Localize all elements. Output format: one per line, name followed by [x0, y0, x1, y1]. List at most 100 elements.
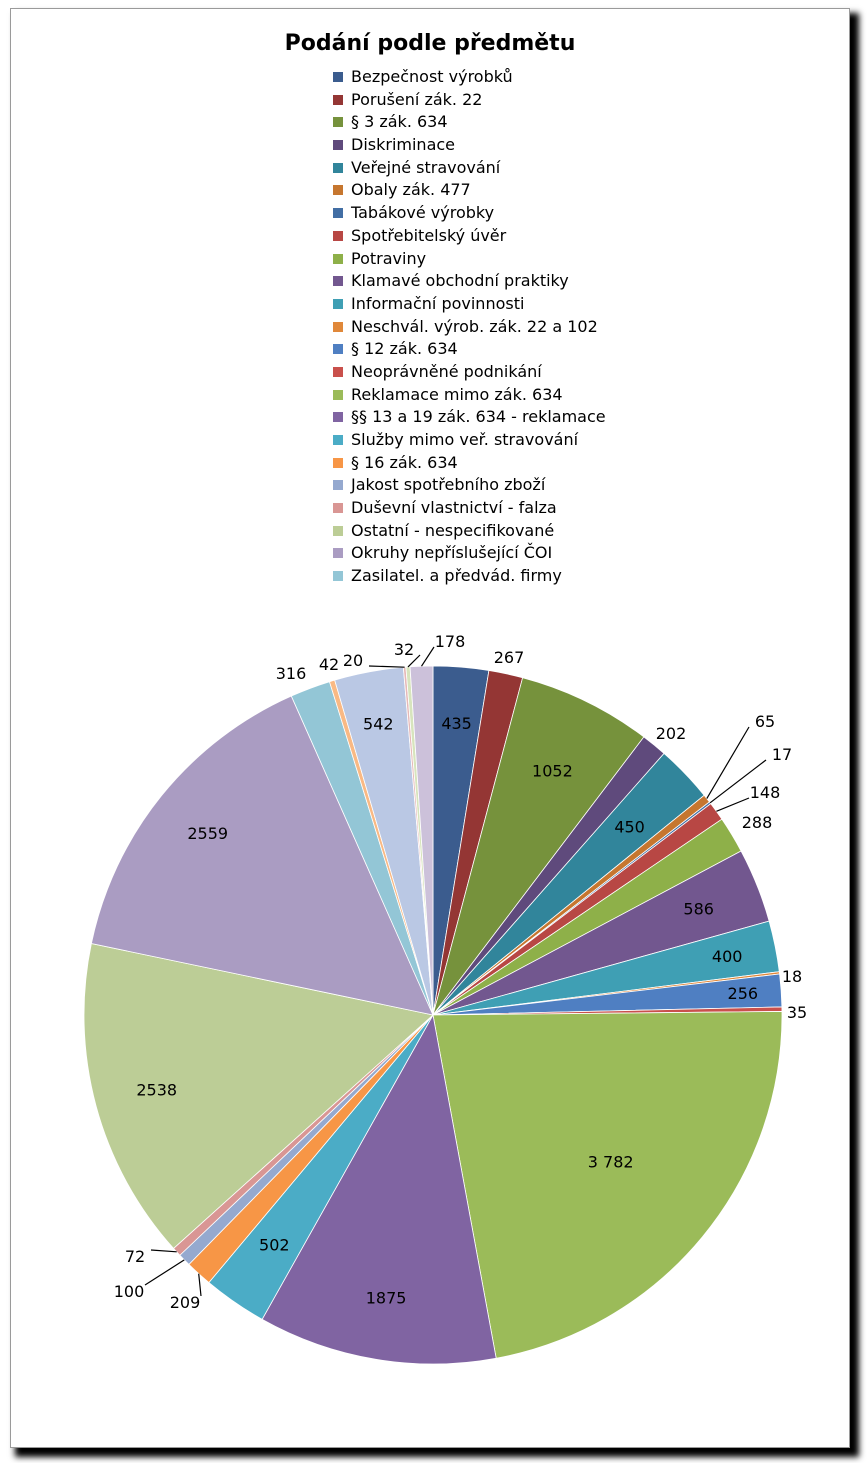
data-label: 450: [614, 818, 645, 837]
legend-label: § 12 zák. 634: [351, 339, 458, 359]
data-label: 202: [656, 724, 687, 743]
data-label: 267: [494, 648, 525, 667]
pie-slice: [261, 1013, 497, 1365]
legend-swatch: [333, 366, 343, 377]
legend-item: Ostatní - nespecifikované: [333, 520, 606, 543]
legend-label: Tabákové výrobky: [351, 203, 495, 223]
legend-item: Služby mimo veř. stravování: [333, 429, 606, 452]
legend-label: Služby mimo veř. stravování: [351, 430, 579, 449]
legend-swatch: [333, 253, 343, 264]
legend-label: Ostatní - nespecifikované: [351, 520, 555, 540]
pie-slice: [90, 695, 434, 1016]
legend-item: Okruhy nepříslušející ČOI: [333, 542, 606, 565]
legend-item: Bezpečnost výrobků: [333, 66, 606, 89]
legend-label: Obaly zák. 477: [351, 180, 471, 200]
legend-swatch: [333, 140, 343, 151]
legend-item: Tabákové výrobky: [333, 202, 606, 225]
legend-label: §§ 13 a 19 zák. 634 - reklamace: [351, 407, 606, 427]
legend-label: Veřejné stravování: [351, 157, 501, 177]
legend-swatch: [333, 525, 343, 536]
legend-item: Obaly zák. 477: [333, 179, 606, 202]
legend-label: Okruhy nepříslušející ČOI: [351, 543, 553, 563]
legend-item: Potraviny: [333, 248, 606, 271]
legend-item: Klamavé obchodní praktiky: [333, 270, 606, 293]
data-label: 20: [343, 651, 363, 670]
pie-slice: [432, 1011, 783, 1359]
legend: Bezpečnost výrobků Porušení zák. 22 § 3 zá…: [333, 66, 606, 588]
leader-line: [716, 797, 750, 812]
data-label: 1052: [532, 761, 573, 780]
data-label: 72: [125, 1247, 145, 1266]
legend-swatch: [333, 276, 343, 287]
legend-swatch: [333, 117, 343, 128]
legend-label: Bezpečnost výrobků: [351, 67, 513, 86]
data-label: 3 782: [588, 1153, 634, 1172]
legend-label: Diskriminace: [351, 135, 456, 155]
data-label: 17: [772, 745, 792, 764]
legend-swatch: [333, 435, 343, 445]
legend-label: Informační povinnosti: [351, 293, 525, 313]
legend-item: § 16 zák. 634: [333, 452, 606, 475]
data-label: 316: [276, 664, 307, 683]
data-label: 178: [435, 632, 466, 651]
pie-slice: [83, 943, 434, 1249]
legend-label: Duševní vlastnictví - falza: [351, 498, 557, 518]
legend-swatch: [333, 480, 343, 491]
legend-swatch: [333, 389, 343, 400]
legend-item: Reklamace mimo zák. 634: [333, 384, 606, 407]
legend-swatch: [333, 548, 343, 559]
legend-item: Diskriminace: [333, 134, 606, 157]
legend-item: § 12 zák. 634: [333, 338, 606, 361]
leader-line: [709, 759, 767, 804]
leader-line: [150, 1249, 177, 1253]
legend-swatch: [333, 503, 343, 514]
data-label: 209: [170, 1293, 201, 1312]
legend-label: Spotřebitelský úvěr: [351, 225, 507, 245]
data-label: 32: [394, 640, 414, 659]
legend-swatch: [333, 344, 343, 355]
data-label: 256: [728, 984, 759, 1003]
leader-line: [198, 1273, 202, 1297]
leader-line: [420, 646, 435, 667]
legend-item: Zasilatel. a předvád. firmy: [333, 565, 606, 588]
legend-item: Veřejné stravování: [333, 157, 606, 180]
data-label: 435: [441, 714, 472, 733]
legend-label: Neoprávněné podnikání: [351, 361, 542, 381]
leader-line: [407, 654, 421, 668]
legend-label: Klamavé obchodní praktiky: [351, 271, 569, 291]
chart-title: Podání podle předmětu: [284, 31, 576, 56]
legend-item: Porušení zák. 22: [333, 89, 606, 112]
legend-label: Reklamace mimo zák. 634: [351, 384, 563, 404]
data-label: 1875: [366, 1288, 407, 1307]
legend-swatch: [333, 571, 343, 582]
data-label: 2538: [136, 1081, 177, 1100]
legend-item: Jakost spotřebního zboží: [333, 474, 606, 497]
data-label: 2559: [187, 824, 228, 843]
leader-line: [368, 665, 405, 668]
legend-label: Porušení zák. 22: [351, 89, 483, 109]
legend-item: Duševní vlastnictví - falza: [333, 497, 606, 520]
legend-label: Jakost spotřebního zboží: [351, 475, 546, 495]
legend-swatch: [333, 72, 343, 82]
legend-swatch: [333, 321, 343, 332]
data-label: 148: [750, 783, 781, 802]
data-label: 100: [114, 1282, 145, 1301]
legend-swatch: [333, 298, 343, 309]
legend-item: Neoprávněné podnikání: [333, 361, 606, 384]
legend-swatch: [333, 457, 343, 468]
legend-item: § 3 zák. 634: [333, 111, 606, 134]
data-label: 502: [259, 1236, 290, 1255]
data-label: 42: [319, 655, 339, 674]
data-label: 542: [363, 714, 394, 733]
legend-swatch: [333, 185, 343, 196]
legend-label: Neschvál. výrob. zák. 22 a 102: [351, 316, 598, 336]
data-label: 400: [712, 947, 743, 966]
legend-label: § 3 zák. 634: [351, 112, 448, 132]
legend-item: §§ 13 a 19 zák. 634 - reklamace: [333, 406, 606, 429]
data-label: 35: [787, 1003, 807, 1022]
data-label: 586: [683, 900, 714, 919]
legend-item: Neschvál. výrob. zák. 22 a 102: [333, 316, 606, 339]
legend-label: Zasilatel. a předvád. firmy: [351, 566, 562, 586]
legend-label: Potraviny: [351, 248, 427, 268]
